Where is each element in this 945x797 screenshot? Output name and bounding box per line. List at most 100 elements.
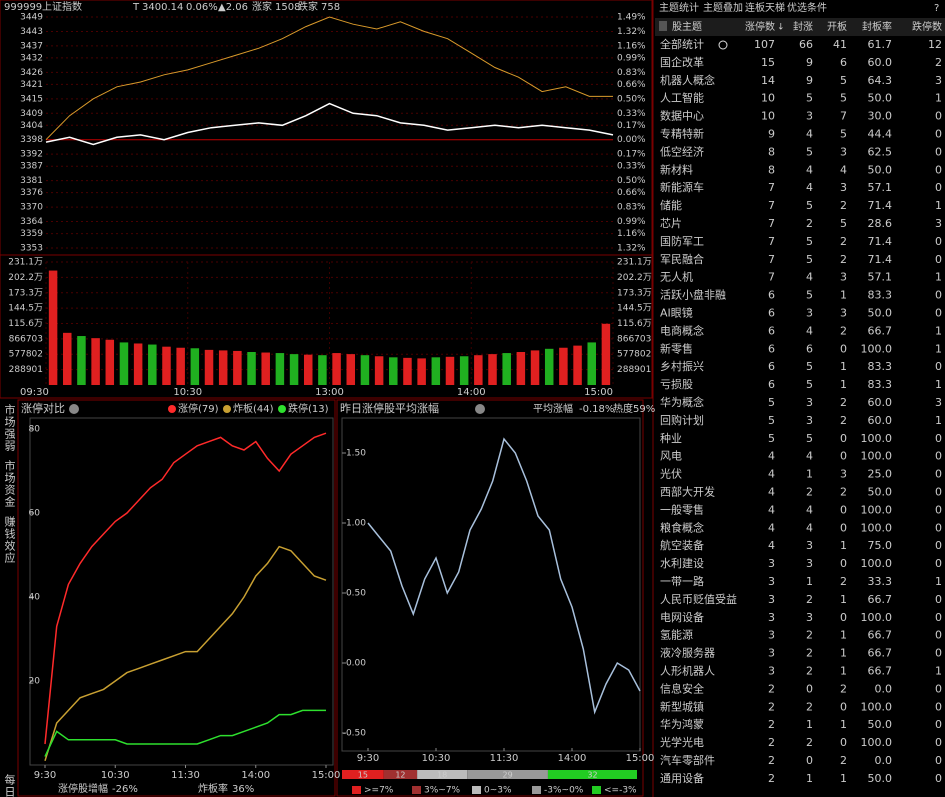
volume-bar (303, 354, 313, 385)
table-cell: 61.7 (868, 38, 893, 51)
side-tab[interactable]: 每日 (3, 773, 16, 797)
theme-name: 军民融合 (660, 252, 704, 266)
theme-name: 回购计划 (660, 413, 704, 427)
dist-count: 29 (502, 771, 512, 780)
avg-label: 平均涨幅 (533, 402, 573, 415)
table-cell: 3 (768, 647, 775, 660)
panel-title: 昨日涨停股平均涨幅 (340, 401, 439, 415)
pct-tick-label: 0.99% (617, 53, 646, 63)
x-tick-label: 11:30 (171, 770, 200, 781)
table-cell: 0.0 (875, 682, 893, 695)
theme-name: 一带一路 (660, 575, 704, 588)
table-tab[interactable]: ? (934, 3, 939, 14)
table-cell: 6 (768, 378, 775, 391)
quote-code: 999999 (4, 2, 42, 13)
x-tick-label: 15:00 (312, 770, 341, 781)
table-cell: 50.0 (868, 307, 893, 320)
quote-change: ▲2.06 (218, 2, 248, 13)
table-cell: 0 (935, 772, 942, 785)
vol-tick-label: 115.6万 (617, 319, 652, 329)
table-cell: 3 (840, 307, 847, 320)
theme-name: 航空装备 (660, 538, 704, 552)
side-tab[interactable]: 市场强弱 (3, 403, 16, 452)
table-cell: 1 (840, 289, 847, 302)
y-tick-label: 3364 (20, 217, 43, 227)
table-cell: 100.0 (861, 557, 893, 570)
dist-count: 18 (437, 771, 447, 780)
series-line (44, 709, 326, 757)
table-cell: 7 (768, 271, 775, 284)
table-cell: 1 (840, 772, 847, 785)
table-cell: 0 (935, 521, 942, 534)
table-cell: 66.7 (868, 324, 893, 337)
dist-count: 12 (395, 771, 405, 780)
table-cell: 4 (806, 163, 813, 176)
volume-bar (346, 354, 356, 385)
theme-name: 全部统计 (660, 37, 704, 51)
side-tab[interactable]: 赚钱效应 (3, 515, 16, 564)
table-cell: 1 (935, 271, 942, 284)
table-cell: 1 (935, 199, 942, 212)
table-cell: 2 (840, 324, 847, 337)
table-tab[interactable]: 优选条件 (787, 1, 827, 14)
table-cell: 1 (806, 575, 813, 588)
table-cell: 33.3 (868, 575, 893, 588)
table-cell: 7 (768, 181, 775, 194)
table-cell: 1 (806, 468, 813, 481)
theme-name: 国企改革 (660, 55, 704, 69)
quote-down-count: 758 (321, 2, 340, 13)
table-tab[interactable]: 主题叠加 (703, 2, 743, 14)
table-cell: 71.4 (868, 253, 893, 266)
theme-name: 乡村振兴 (660, 359, 704, 373)
volume-bar (63, 332, 72, 385)
table-cell: 1 (840, 378, 847, 391)
x-tick-label: 9:30 (357, 753, 379, 764)
theme-name: 汽车零部件 (660, 753, 715, 767)
table-cell: 66.7 (868, 593, 893, 606)
table-cell: 5 (840, 217, 847, 230)
pct-tick-label: 0.33% (617, 109, 646, 119)
volume-bar (162, 346, 171, 385)
y-tick-label: 3359 (20, 229, 43, 239)
y-tick-label: 3376 (20, 188, 43, 198)
table-cell: 1 (935, 575, 942, 588)
price-line (45, 102, 614, 146)
table-cell: 0 (806, 682, 813, 695)
table-cell: 0 (840, 342, 847, 355)
intraday-frame (0, 0, 653, 399)
table-cell: 60.0 (868, 56, 893, 69)
table-cell: 44.4 (868, 128, 893, 141)
volume-bar (48, 270, 58, 385)
table-cell: 6 (806, 342, 813, 355)
column-header: 封涨 (793, 20, 813, 33)
table-cell: 7 (768, 199, 775, 212)
legend-label: 炸板(44) (233, 402, 274, 415)
table-tab[interactable]: 连板天梯 (745, 1, 785, 14)
legend-label: -3%~0% (544, 786, 584, 796)
table-tab[interactable]: 主题统计 (659, 1, 699, 14)
vol-tick-label: 231.1万 (8, 258, 43, 268)
pct-tick-label: 0.17% (617, 121, 646, 131)
table-cell: 50.0 (868, 163, 893, 176)
table-cell: 66.7 (868, 647, 893, 660)
table-cell: 0 (935, 289, 942, 302)
side-tab[interactable]: 市场资金 (3, 459, 16, 508)
x-tick-label: 09:30 (20, 387, 49, 398)
table-cell: 5 (840, 92, 847, 105)
table-cell: 2 (840, 754, 847, 767)
table-cell: 1 (935, 92, 942, 105)
table-cell: 2 (806, 736, 813, 749)
table-cell: 1 (840, 593, 847, 606)
table-cell: 3 (840, 468, 847, 481)
y-tick-label: 40 (29, 593, 41, 603)
y-tick-label: 3421 (20, 80, 43, 90)
table-cell: 0 (935, 736, 942, 749)
table-cell: 100.0 (861, 432, 893, 445)
avg-value: -0.18% (579, 404, 614, 415)
volume-bar (530, 350, 540, 385)
table-cell: 3 (768, 665, 775, 678)
table-cell: 100.0 (861, 450, 893, 463)
table-cell: 3 (840, 145, 847, 158)
legend-swatch (412, 786, 421, 794)
